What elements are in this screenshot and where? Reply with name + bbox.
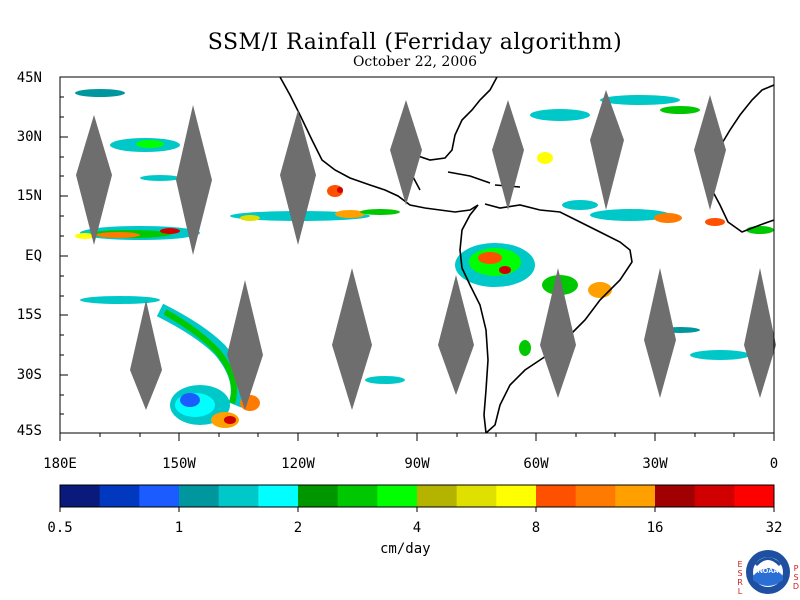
swath-gap — [644, 268, 676, 398]
lat-label: 30S — [16, 367, 42, 383]
lat-ticks — [60, 76, 68, 434]
colorbar-swatch — [99, 485, 140, 507]
colorbar-swatch — [298, 485, 339, 507]
coast-cuba — [447, 171, 491, 184]
coast-south-america — [459, 203, 633, 434]
lat-label: 45N — [16, 70, 42, 86]
swath-gap — [540, 268, 576, 398]
swath-gap — [438, 275, 474, 395]
swath-gap — [590, 90, 624, 210]
lat-label: EQ — [25, 248, 42, 264]
colorbar-swatch — [536, 485, 577, 507]
no-data-swath-gaps — [76, 90, 776, 410]
colorbar-swatch — [337, 485, 378, 507]
colorbar-swatch — [218, 485, 259, 507]
colorbar-tick-label: 1 — [174, 520, 184, 536]
colorbar-swatch — [179, 485, 220, 507]
swath-gap — [130, 300, 162, 410]
lat-label: 15S — [16, 307, 42, 323]
colorbar-tick-label: 2 — [293, 520, 303, 536]
swath-gap — [227, 280, 263, 410]
colorbar-swatch — [694, 485, 735, 507]
colorbar-swatch — [60, 485, 101, 507]
noaa-logo-icon: NOAA — [746, 550, 790, 594]
swath-gap — [176, 105, 212, 255]
swath-gap — [492, 100, 524, 210]
colorbar-swatch — [615, 485, 656, 507]
swath-gap — [744, 268, 776, 398]
colorbar-units: cm/day — [380, 541, 431, 557]
colorbar-swatch — [575, 485, 616, 507]
lat-label: 15N — [16, 188, 42, 204]
map-frame — [59, 76, 775, 434]
colorbar-swatch — [496, 485, 537, 507]
colorbar-swatch — [377, 485, 418, 507]
rain-southeast-pacific — [365, 340, 531, 384]
lon-label: 90W — [404, 456, 430, 472]
rainfall-patches — [75, 89, 774, 428]
lon-ticks — [59, 433, 775, 441]
lat-label: 45S — [16, 423, 42, 439]
swath-gap — [332, 268, 372, 410]
lon-label: 120W — [281, 456, 315, 472]
lon-label: 30W — [642, 456, 668, 472]
colorbar — [59, 484, 775, 512]
colorbar-swatch — [456, 485, 497, 507]
colorbar-tick-label: 8 — [531, 520, 541, 536]
noaa-logo-text: NOAA — [758, 568, 779, 575]
colorbar-swatch — [258, 485, 299, 507]
swath-gap — [76, 115, 112, 245]
colorbar-tick-label: 4 — [412, 520, 422, 536]
coast-north-america — [279, 76, 479, 213]
lon-label: 0 — [769, 456, 779, 472]
swath-gap — [390, 100, 422, 205]
colorbar-tick-label: 32 — [765, 520, 783, 536]
rain-south-america — [455, 200, 612, 298]
colorbar-tick-label: 0.5 — [47, 520, 73, 536]
rain-north-pacific — [75, 89, 343, 197]
swath-gap — [280, 110, 316, 245]
colorbar-swatch — [417, 485, 458, 507]
lon-label: 180E — [43, 456, 77, 472]
colorbar-swatch — [734, 485, 775, 507]
lat-label: 30N — [16, 129, 42, 145]
rain-itcz-pacific — [75, 226, 200, 240]
lon-label: 60W — [523, 456, 549, 472]
map-date: October 22, 2006 — [352, 54, 478, 70]
rain-south-pacific-cyclone — [80, 296, 260, 428]
colorbar-swatch — [655, 485, 696, 507]
swath-gap — [694, 95, 726, 210]
map-title: SSM/I Rainfall (Ferriday algorithm) — [207, 30, 623, 55]
colorbar-tick-label: 16 — [646, 520, 664, 536]
colorbar-swatch — [139, 485, 180, 507]
lon-label: 150W — [162, 456, 196, 472]
rain-atlantic — [530, 95, 774, 360]
